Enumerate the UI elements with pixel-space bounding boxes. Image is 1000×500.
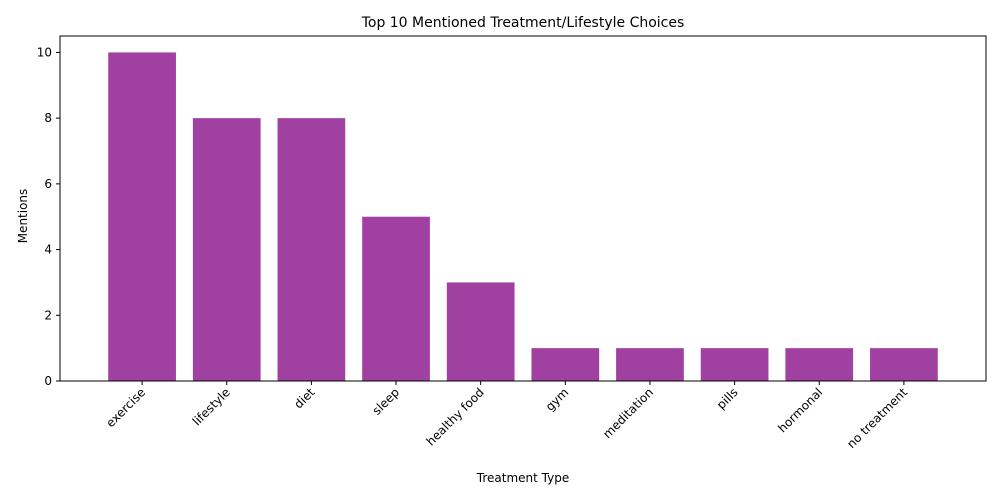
x-tick-label: meditation <box>600 385 656 441</box>
x-tick-label: pills <box>714 385 741 412</box>
y-tick-label: 6 <box>44 177 52 191</box>
x-tick-label: sleep <box>370 385 403 418</box>
chart-title: Top 10 Mentioned Treatment/Lifestyle Cho… <box>361 15 685 31</box>
y-axis-label: Mentions <box>16 189 30 244</box>
bar-no-treatment <box>870 348 938 381</box>
bar-exercise <box>108 52 176 382</box>
x-tick-label: gym <box>543 385 572 414</box>
plot-area: 0 2 4 6 8 10 exercise lifestyle diet sleep healthy… <box>37 35 987 451</box>
y-tick-label: 4 <box>44 243 52 257</box>
x-tick-label: no treatment <box>844 385 910 451</box>
bar-diet <box>277 118 346 382</box>
y-tick-label: 8 <box>44 111 52 125</box>
x-tick-label: hormonal <box>775 385 825 435</box>
bar-lifestyle <box>192 118 261 382</box>
x-tick-label: diet <box>291 385 317 411</box>
bar-hormonal <box>785 348 854 381</box>
x-tick-label: exercise <box>103 385 148 430</box>
bar-pills <box>700 348 769 381</box>
y-tick-label: 10 <box>37 45 52 59</box>
bar-meditation <box>616 348 684 381</box>
bar-gym <box>531 348 600 381</box>
bar-sleep <box>362 216 430 381</box>
plot-frame <box>59 35 987 382</box>
y-tick-label: 2 <box>44 308 52 322</box>
x-tick-label: lifestyle <box>190 385 233 428</box>
x-axis-label: Treatment Type <box>476 471 569 485</box>
bar-healthy-food <box>446 282 515 381</box>
y-tick-label: 0 <box>44 374 52 388</box>
x-tick-label: healthy food <box>424 385 487 448</box>
